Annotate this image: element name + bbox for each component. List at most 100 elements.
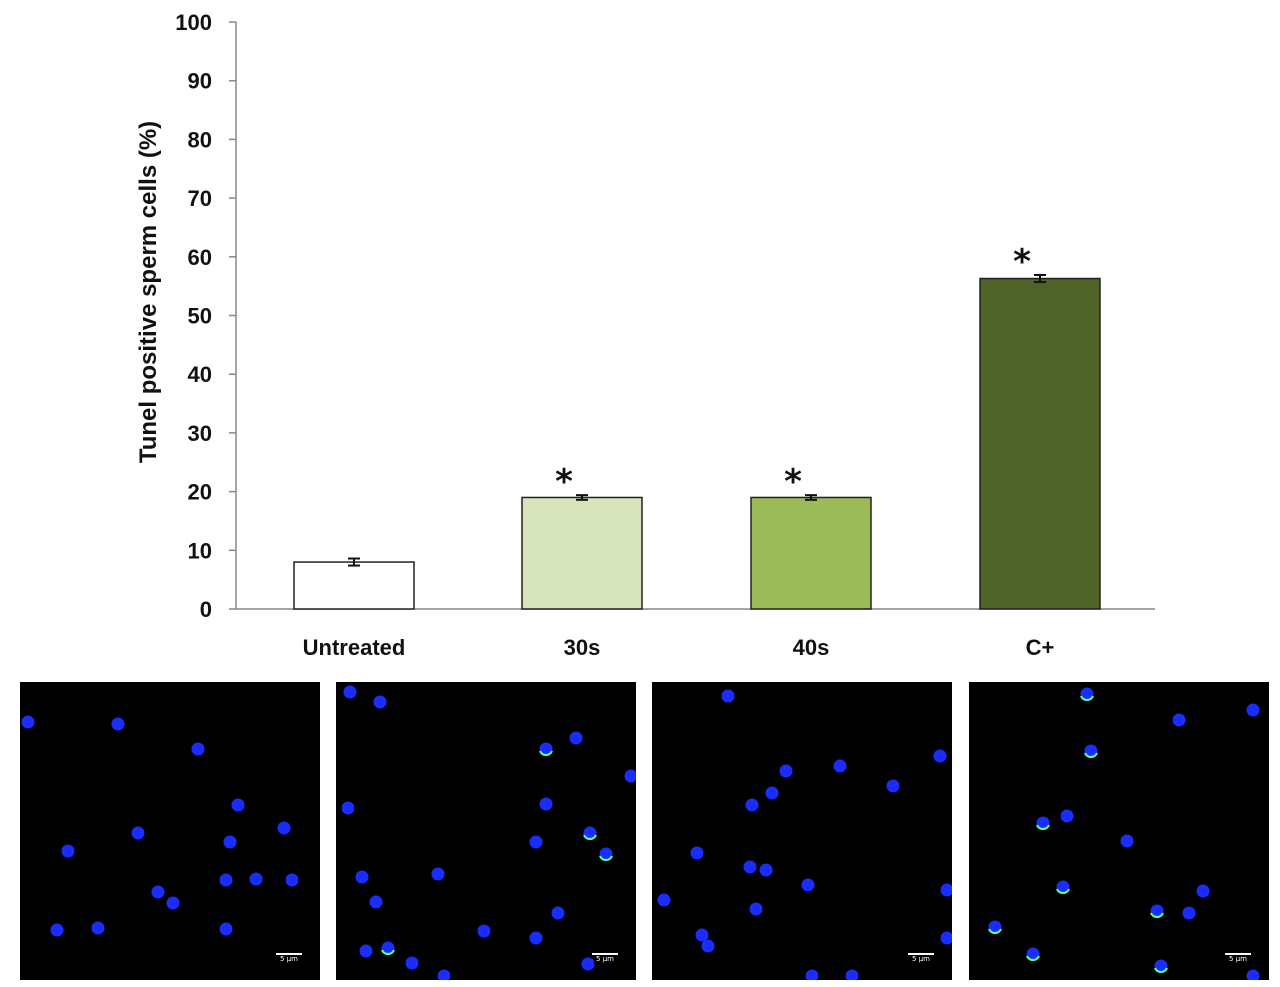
sperm-cell <box>721 689 735 703</box>
sperm-cell <box>801 878 815 892</box>
sperm-cell <box>624 769 636 783</box>
y-tick-label: 50 <box>188 304 212 329</box>
sperm-cell <box>599 847 613 861</box>
sperm-cell <box>431 867 445 881</box>
bar-30s <box>521 496 643 610</box>
sperm-cell <box>151 885 165 899</box>
sperm-cell <box>805 969 819 980</box>
scale-bar: 5 µm <box>592 953 618 964</box>
sperm-cell <box>583 826 597 840</box>
sperm-cell <box>940 883 952 897</box>
sperm-cell <box>285 873 299 887</box>
bar-C+ <box>979 277 1101 610</box>
sperm-cell <box>1196 884 1210 898</box>
scale-bar-label: 5 µm <box>596 955 614 963</box>
sperm-cell <box>21 715 35 729</box>
sperm-cell <box>779 764 793 778</box>
tunel-positive-mark <box>1035 824 1051 831</box>
micrograph-untreated: 5 µm <box>20 682 320 980</box>
micrograph-image <box>657 689 952 980</box>
x-category-label: 30s <box>564 635 601 660</box>
sperm-cell <box>61 844 75 858</box>
sperm-cell <box>223 835 237 849</box>
significance-marker: * <box>1013 242 1031 282</box>
sperm-cell <box>219 922 233 936</box>
sperm-cell <box>231 798 245 812</box>
x-category-label: C+ <box>1026 635 1055 660</box>
y-tick-label: 30 <box>188 421 212 446</box>
sperm-cell <box>845 969 859 980</box>
sperm-cell <box>359 944 373 958</box>
micrograph-image <box>21 715 299 937</box>
sperm-cell <box>1182 906 1196 920</box>
sperm-cell <box>940 931 952 945</box>
tunel-positive-mark <box>1153 967 1169 974</box>
sperm-cell <box>166 896 180 910</box>
sperm-cell <box>91 921 105 935</box>
y-tick-label: 100 <box>175 10 212 35</box>
sperm-cell <box>1026 947 1040 961</box>
sperm-cell <box>50 923 64 937</box>
sperm-cell <box>277 821 291 835</box>
y-tick-label: 10 <box>188 538 212 563</box>
sperm-cell <box>539 797 553 811</box>
sperm-cell <box>695 928 709 942</box>
y-tick-label: 60 <box>188 245 212 270</box>
scale-bar: 5 µm <box>1225 953 1251 964</box>
scale-bar: 5 µm <box>276 953 302 964</box>
sperm-cell <box>381 941 395 955</box>
sperm-cell <box>1246 969 1260 980</box>
sperm-cell <box>765 786 779 800</box>
tunel-positive-mark <box>987 928 1003 935</box>
sperm-cell <box>437 969 451 980</box>
sperm-cell <box>539 742 553 756</box>
sperm-cell <box>405 956 419 970</box>
tunel-positive-mark <box>538 750 554 757</box>
micrograph-image <box>987 687 1260 980</box>
x-category-label: Untreated <box>303 635 406 660</box>
sperm-cell <box>219 873 233 887</box>
scale-bar-line <box>592 953 618 955</box>
sperm-cell <box>743 860 757 874</box>
sperm-cell <box>1084 744 1098 758</box>
sperm-cell <box>191 742 205 756</box>
sperm-cell <box>529 835 543 849</box>
sperm-cell <box>701 939 715 953</box>
scale-bar-label: 5 µm <box>280 955 298 963</box>
scale-bar-line <box>1225 953 1251 955</box>
scale-bar: 5 µm <box>908 953 934 964</box>
sperm-cell <box>759 863 773 877</box>
sperm-cell <box>111 717 125 731</box>
sperm-cell <box>1150 904 1164 918</box>
sperm-cell <box>249 872 263 886</box>
x-category-label: 40s <box>793 635 830 660</box>
sperm-cell <box>886 779 900 793</box>
scale-bar-label: 5 µm <box>1229 955 1247 963</box>
sperm-cell <box>1172 713 1186 727</box>
bar-40s <box>750 496 872 610</box>
sperm-cell <box>1036 816 1050 830</box>
y-tick-label: 0 <box>200 597 212 622</box>
significance-marker: * <box>555 462 573 502</box>
micrograph-40s: 5 µm <box>652 682 952 980</box>
tunel-positive-mark <box>1083 752 1099 759</box>
sperm-cell <box>529 931 543 945</box>
sperm-cell <box>745 798 759 812</box>
y-tick-label: 20 <box>188 480 212 505</box>
sperm-cell <box>690 846 704 860</box>
y-tick-label: 40 <box>188 362 212 387</box>
micrograph-c-plus: 5 µm <box>969 682 1269 980</box>
tunel-positive-mark <box>1149 912 1165 919</box>
tunel-positive-mark <box>598 855 614 862</box>
sperm-cell <box>581 957 595 971</box>
tunel-positive-mark <box>1079 695 1095 702</box>
tunel-positive-mark <box>1025 955 1041 962</box>
scale-bar-line <box>276 953 302 955</box>
tunel-positive-mark <box>582 834 598 841</box>
chart-bars: Untreated 30s * 40s * C+ * <box>293 242 1101 660</box>
sperm-cell <box>569 731 583 745</box>
y-tick-label: 90 <box>188 69 212 94</box>
sperm-cell <box>1080 687 1094 701</box>
tunel-positive-mark <box>380 949 396 956</box>
sperm-cell <box>1154 959 1168 973</box>
